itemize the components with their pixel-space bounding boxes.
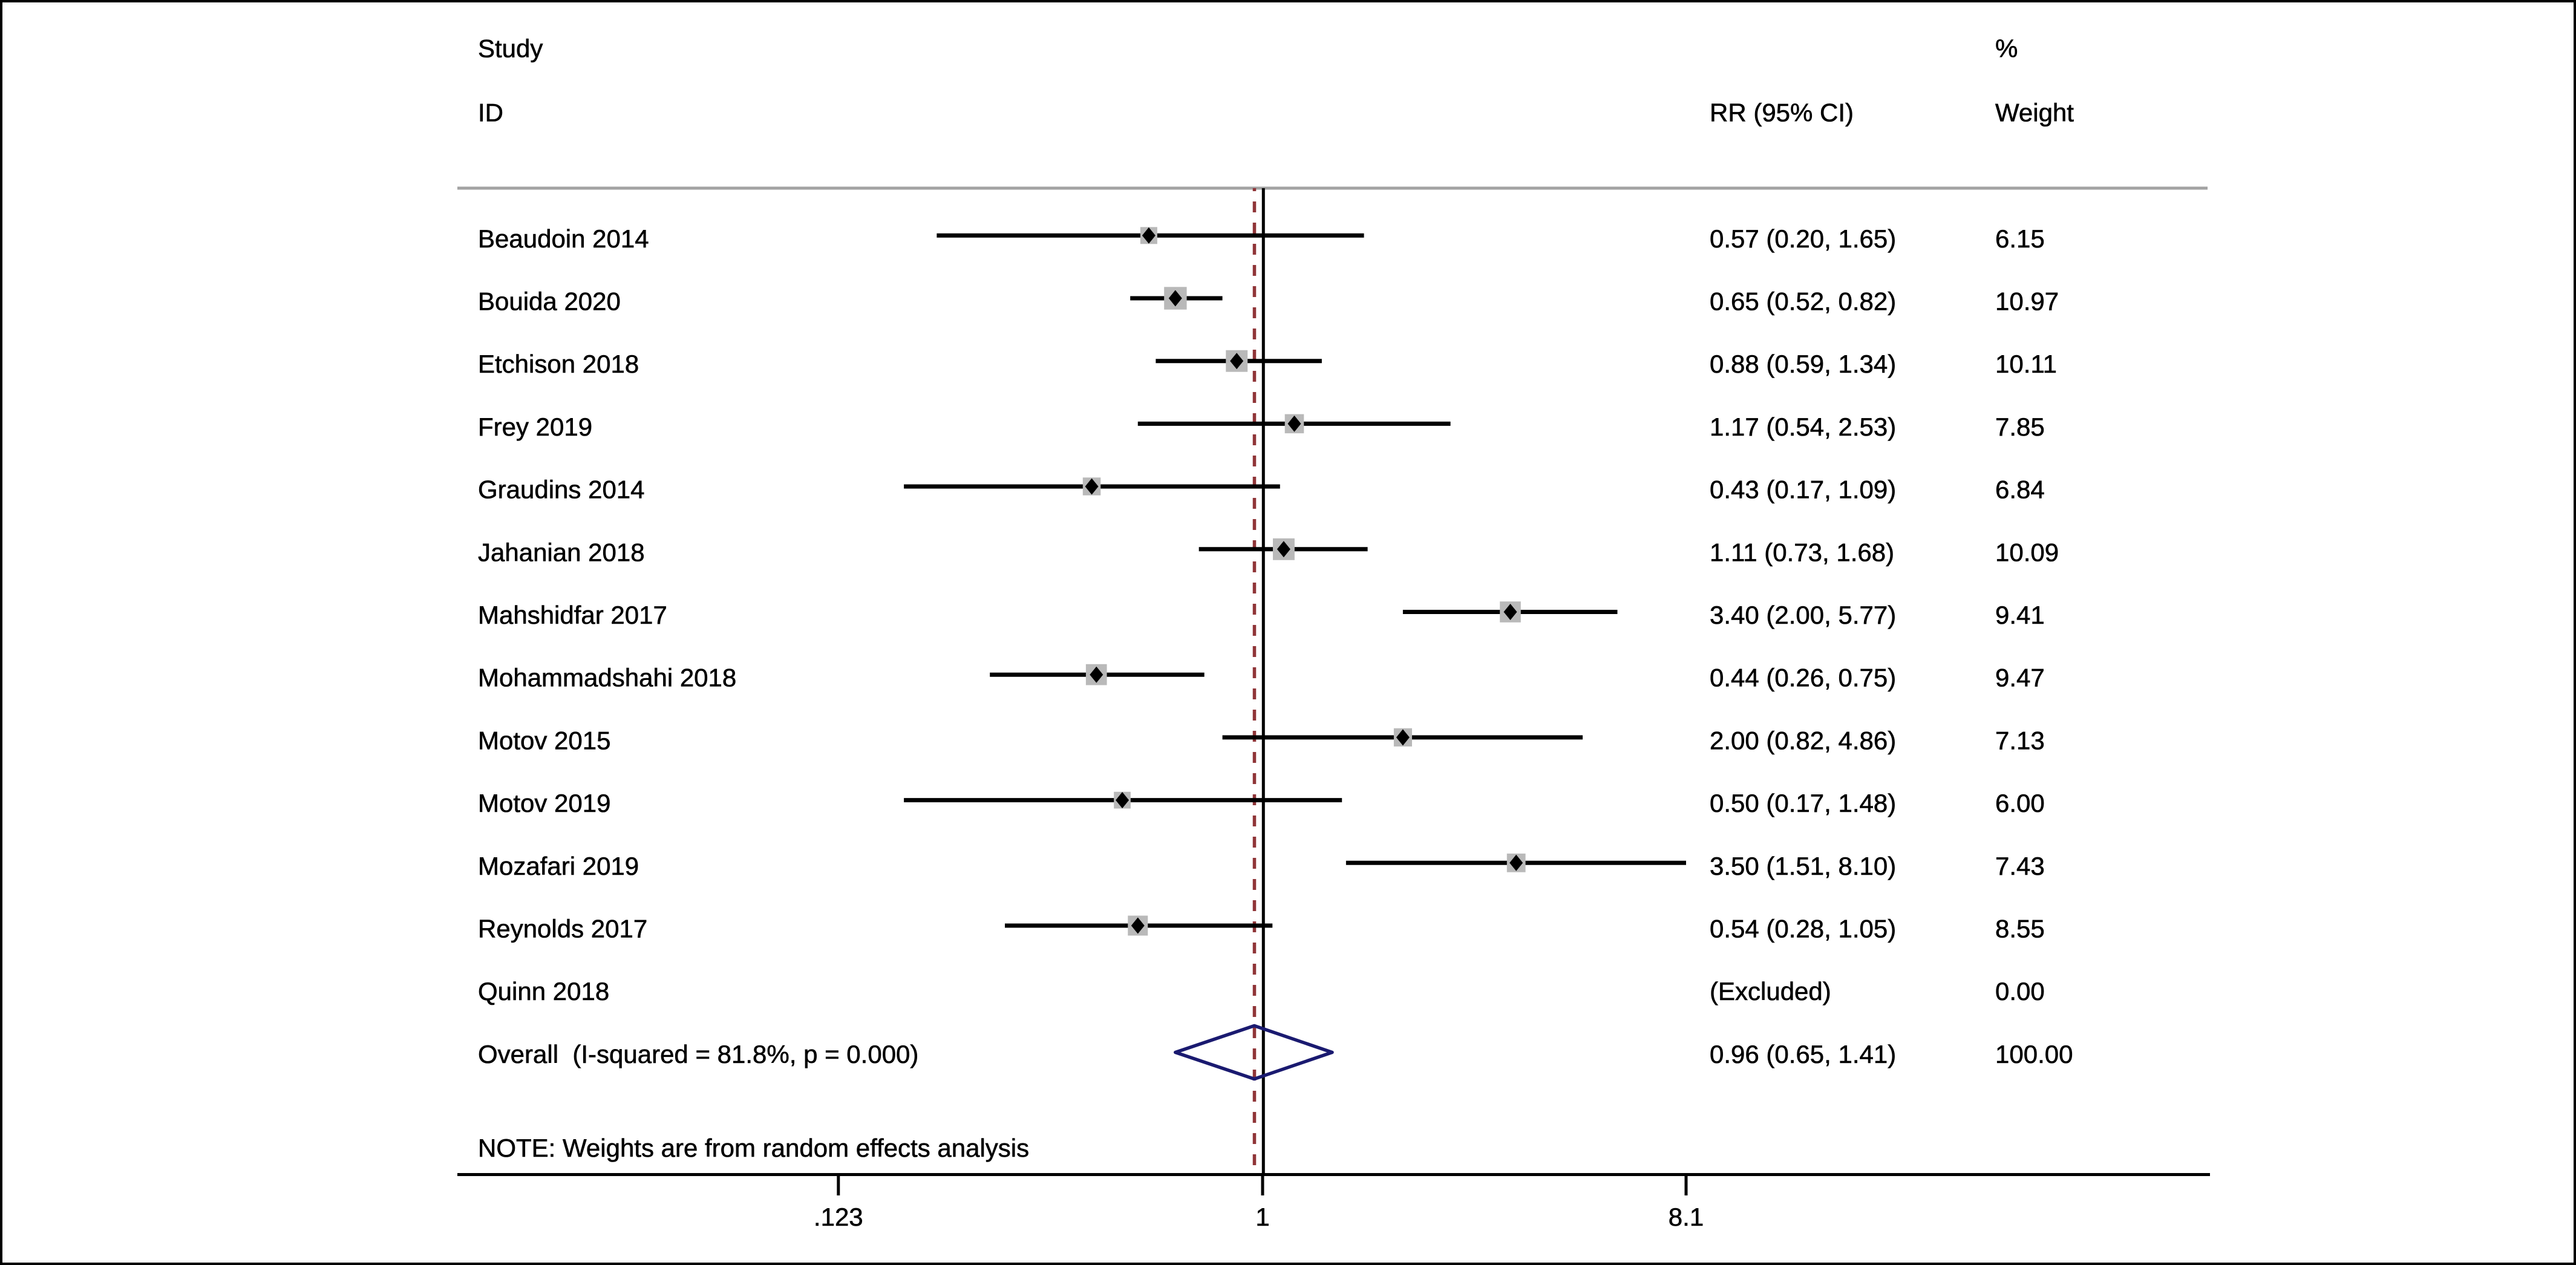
svg-text:0.00: 0.00 <box>1995 977 2045 1005</box>
svg-text:9.41: 9.41 <box>1995 601 2045 629</box>
svg-text:(Excluded): (Excluded) <box>1710 977 1831 1005</box>
svg-text:Study: Study <box>478 34 543 63</box>
svg-text:0.54 (0.28, 1.05): 0.54 (0.28, 1.05) <box>1710 915 1896 943</box>
svg-text:1.17 (0.54, 2.53): 1.17 (0.54, 2.53) <box>1710 413 1896 441</box>
svg-text:Mozafari 2019: Mozafari 2019 <box>478 852 639 880</box>
svg-text:8.55: 8.55 <box>1995 915 2045 943</box>
svg-text:NOTE: Weights are from random: NOTE: Weights are from random effects an… <box>478 1134 1029 1162</box>
svg-text:0.43 (0.17, 1.09): 0.43 (0.17, 1.09) <box>1710 476 1896 504</box>
svg-text:Beaudoin 2014: Beaudoin 2014 <box>478 224 649 253</box>
svg-text:6.00: 6.00 <box>1995 789 2045 817</box>
svg-text:0.57 (0.20, 1.65): 0.57 (0.20, 1.65) <box>1710 224 1896 253</box>
svg-text:1.11 (0.73, 1.68): 1.11 (0.73, 1.68) <box>1710 538 1894 566</box>
svg-text:0.65 (0.52, 0.82): 0.65 (0.52, 0.82) <box>1710 287 1896 316</box>
svg-text:3.50 (1.51, 8.10): 3.50 (1.51, 8.10) <box>1710 852 1896 880</box>
svg-text:3.40 (2.00, 5.77): 3.40 (2.00, 5.77) <box>1710 601 1896 629</box>
svg-text:6.84: 6.84 <box>1995 476 2045 504</box>
svg-text:Reynolds 2017: Reynolds 2017 <box>478 915 647 943</box>
svg-text:10.11: 10.11 <box>1995 350 2057 378</box>
svg-text:1: 1 <box>1255 1203 1269 1231</box>
svg-text:10.97: 10.97 <box>1995 287 2059 316</box>
svg-text:7.85: 7.85 <box>1995 413 2045 441</box>
svg-text:6.15: 6.15 <box>1995 224 2045 253</box>
svg-text:Frey 2019: Frey 2019 <box>478 413 592 441</box>
svg-text:7.13: 7.13 <box>1995 726 2045 754</box>
svg-text:Mahshidfar 2017: Mahshidfar 2017 <box>478 601 667 629</box>
svg-text:ID: ID <box>478 99 503 127</box>
svg-text:Weight: Weight <box>1995 99 2074 127</box>
svg-text:0.96 (0.65, 1.41): 0.96 (0.65, 1.41) <box>1710 1040 1896 1068</box>
svg-text:100.00: 100.00 <box>1995 1040 2073 1068</box>
svg-text:Bouida 2020: Bouida 2020 <box>478 287 621 316</box>
svg-text:Graudins 2014: Graudins 2014 <box>478 476 645 504</box>
svg-text:Etchison 2018: Etchison 2018 <box>478 350 639 378</box>
svg-text:RR (95% CI): RR (95% CI) <box>1710 99 1854 127</box>
svg-text:Overall (I-squared = 81.8%, p: Overall (I-squared = 81.8%, p = 0.000) <box>478 1040 918 1068</box>
svg-text:Jahanian 2018: Jahanian 2018 <box>478 538 645 566</box>
svg-text:2.00 (0.82, 4.86): 2.00 (0.82, 4.86) <box>1710 726 1896 754</box>
svg-text:8.1: 8.1 <box>1669 1203 1704 1231</box>
svg-text:%: % <box>1995 34 2018 63</box>
svg-text:Quinn 2018: Quinn 2018 <box>478 977 609 1005</box>
svg-text:7.43: 7.43 <box>1995 852 2045 880</box>
svg-text:9.47: 9.47 <box>1995 664 2045 692</box>
svg-text:Motov 2015: Motov 2015 <box>478 726 610 754</box>
svg-text:Motov 2019: Motov 2019 <box>478 789 610 817</box>
svg-text:0.44 (0.26, 0.75): 0.44 (0.26, 0.75) <box>1710 664 1896 692</box>
svg-text:0.88 (0.59, 1.34): 0.88 (0.59, 1.34) <box>1710 350 1896 378</box>
svg-text:Mohammadshahi 2018: Mohammadshahi 2018 <box>478 664 736 692</box>
svg-text:10.09: 10.09 <box>1995 538 2059 566</box>
svg-text:0.50 (0.17, 1.48): 0.50 (0.17, 1.48) <box>1710 789 1896 817</box>
svg-text:.123: .123 <box>814 1203 863 1231</box>
